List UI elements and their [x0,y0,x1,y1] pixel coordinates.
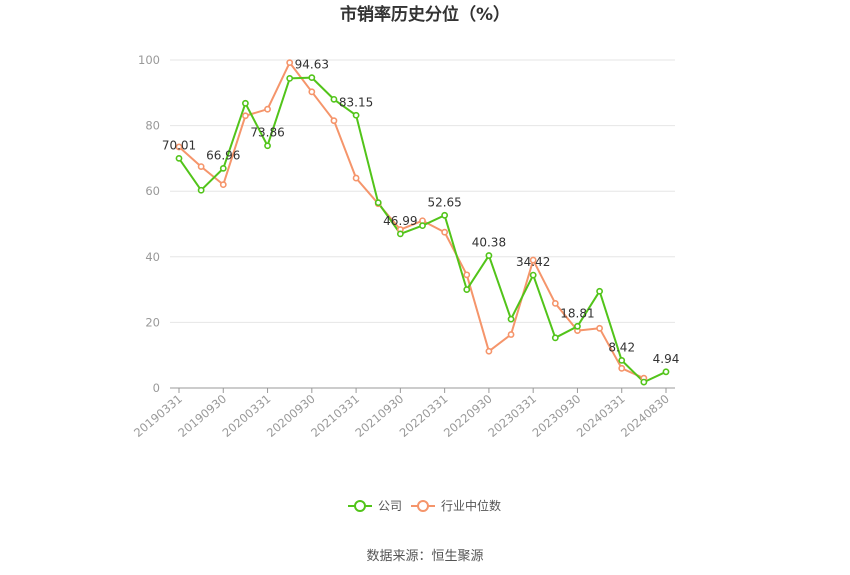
y-axis: 0 20 40 60 80 100 [138,53,160,395]
y-tick-label: 80 [145,119,160,133]
data-label: 70.01 [162,138,196,152]
data-point [264,105,271,113]
x-tick-label: 20200930 [264,392,318,440]
data-point [441,228,449,236]
data-label: 94.63 [295,58,329,72]
data-point [352,174,360,182]
data-label: 34.42 [516,255,550,269]
data-label: 83.15 [339,95,373,109]
legend-item-0[interactable]: 公司 [348,499,402,513]
data-point [219,181,227,189]
legend-label: 行业中位数 [441,498,501,513]
data-point [330,95,338,103]
data-point [485,252,493,259]
data-point [242,112,249,120]
x-tick-label: 20200331 [220,392,274,440]
data-point [529,271,537,279]
y-tick-label: 20 [145,315,160,329]
legend-marker [417,500,429,512]
x-axis: 2019033120190930202003312020093020210331… [131,387,675,440]
data-label: 18.81 [560,306,594,320]
data-label: 8.42 [608,340,635,354]
x-tick-label: 20230930 [530,392,584,440]
data-point [308,88,316,96]
chart-title: 市销率历史分位（%） [340,4,510,25]
data-point [596,324,603,332]
data-label: 73.86 [250,126,284,140]
x-tick-label: 20210331 [308,392,362,440]
data-point [286,74,294,82]
data-point [529,256,537,264]
data-point [507,331,515,338]
data-point [264,142,271,150]
data-point [596,287,603,295]
data-point [197,163,205,170]
data-point [507,315,515,323]
data-point [441,211,449,219]
data-point [396,230,404,238]
x-tick-label: 20220331 [397,392,451,440]
data-point [175,143,183,151]
data-point [175,154,183,162]
x-tick-label: 20240331 [574,392,628,440]
data-point [419,222,426,230]
data-point [463,286,471,293]
series-line-0 [178,76,667,384]
data-point [374,199,382,207]
legend-marker [354,500,366,512]
legend-item-1[interactable]: 行业中位数 [411,498,501,513]
legend-label: 公司 [378,499,402,513]
y-tick-label: 100 [138,53,160,67]
legend[interactable]: 公司 行业中位数 [348,498,501,513]
data-point [551,299,559,307]
series-line-1 [178,61,645,380]
x-tick-label: 20230331 [485,392,539,440]
y-tick-label: 40 [145,250,160,264]
source-note: 数据来源：恒生聚源 [366,549,483,564]
data-point [197,186,205,194]
data-point [551,334,559,342]
x-tick-label: 20190331 [131,392,185,440]
x-tick-label: 20220930 [441,392,495,440]
data-label: 66.96 [206,148,240,162]
data-point [242,99,249,107]
x-tick-label: 20240830 [618,392,672,440]
x-tick-label: 20210930 [352,392,406,440]
data-point [308,74,316,82]
data-point [640,378,648,386]
data-point [352,111,360,119]
data-point [463,271,471,279]
data-point [286,59,294,67]
data-label: 52.65 [427,195,461,209]
data-labels: 70.01 66.96 73.86 94.63 83.15 46.99 52.65 40.38… [162,58,680,366]
data-point [485,347,493,355]
data-point [574,322,581,330]
y-tick-label: 0 [153,381,160,395]
data-label: 40.38 [472,236,506,250]
x-tick-label: 20190930 [175,392,229,440]
data-point [219,164,227,172]
y-tick-label: 60 [145,184,160,198]
data-label: 46.99 [383,214,417,228]
data-label: 4.94 [653,352,680,366]
data-point [618,356,626,364]
series-points [175,59,670,386]
data-point [662,368,670,376]
data-point [618,364,626,372]
data-point [330,117,338,125]
